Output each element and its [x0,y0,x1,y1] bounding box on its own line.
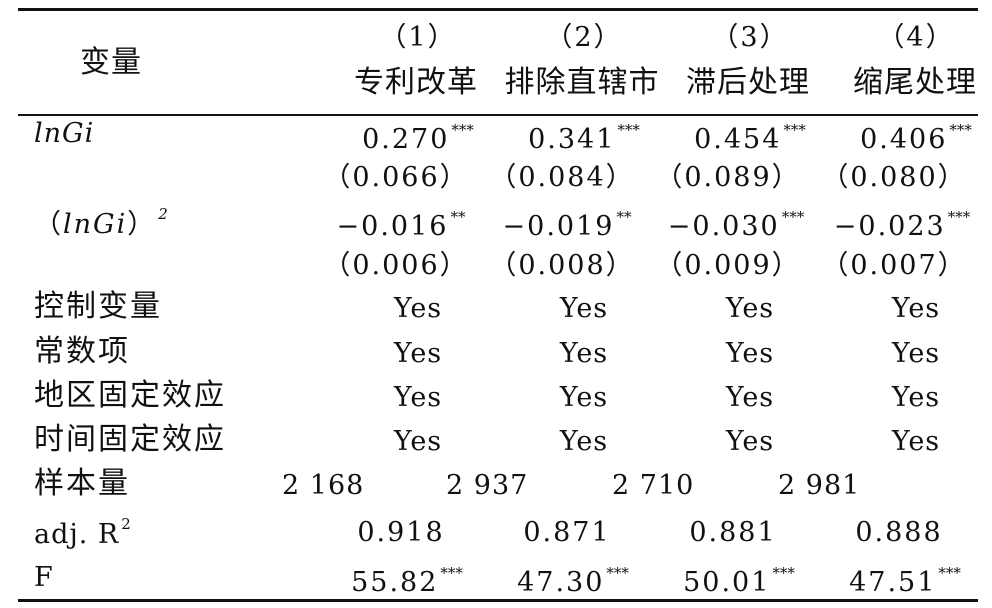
header-rule [18,114,978,116]
constant-2: Yes [559,338,609,369]
se-lngi-2: （0.084） [489,162,635,193]
region-fe-2: Yes [559,382,609,413]
controls-3: Yes [725,293,775,324]
sample-1: 2 168 [282,470,365,501]
coef-lngi-3: 0.454 *** [694,121,806,155]
row-label-lngi: lnGi [34,118,95,149]
se-lngi-squared-1: （0.006） [323,250,469,281]
region-fe-3: Yes [725,382,775,413]
adj-r2-4: 0.888 [855,517,943,548]
f-stat-1: 55.82 *** [351,564,463,598]
f-stat-2: 47.30 *** [517,564,629,598]
coef-lngi-squared-4: −0.023 *** [833,208,971,242]
time-fe-1: Yes [393,426,443,457]
bottom-rule [18,599,978,602]
controls-1: Yes [393,293,443,324]
column-number-4: （4） [877,22,955,53]
f-stat-4: 47.51 *** [849,564,961,598]
adj-r2-3: 0.881 [689,517,777,548]
region-fe-1: Yes [393,382,443,413]
sample-3: 2 710 [612,470,695,501]
column-label-4: 缩尾处理 [853,65,977,100]
coef-lngi-squared-2: −0.019 ** [502,208,632,242]
time-fe-3: Yes [725,426,775,457]
column-label-2: 排除直辖市 [504,65,660,100]
column-number-1: （1） [379,22,457,53]
top-rule [18,8,978,11]
sample-4: 2 981 [778,470,861,501]
column-number-3: （3） [711,22,789,53]
constant-1: Yes [393,338,443,369]
f-stat-3: 50.01 *** [683,564,795,598]
row-label-controls: 控制变量 [34,289,162,324]
column-label-3: 滞后处理 [686,65,810,100]
se-lngi-squared-4: （0.007） [821,250,967,281]
coef-lngi-1: 0.270 *** [362,121,474,155]
row-label-constant: 常数项 [34,334,130,369]
column-label-1: 专利改革 [354,65,478,100]
row-label-f: F [34,562,55,593]
region-fe-4: Yes [891,382,941,413]
column-number-2: （2） [545,22,623,53]
row-label-lngi-squared: （lnGi） 2 [34,205,170,240]
se-lngi-1: （0.066） [323,162,469,193]
time-fe-4: Yes [891,426,941,457]
regression-table: 变量 （1） （2） （3） （4） 专利改革 排除直辖市 滞后处理 缩尾处理 … [18,0,978,608]
row-label-time-fe: 时间固定效应 [34,422,226,457]
constant-4: Yes [891,338,941,369]
se-lngi-squared-3: （0.009） [655,250,801,281]
controls-2: Yes [559,293,609,324]
coef-lngi-squared-3: −0.030 *** [667,208,805,242]
coef-lngi-squared-1: −0.016 ** [336,208,466,242]
time-fe-2: Yes [559,426,609,457]
coef-lngi-2: 0.341 *** [528,121,640,155]
variable-header: 变量 [80,45,142,80]
constant-3: Yes [725,338,775,369]
se-lngi-4: （0.080） [821,162,967,193]
se-lngi-3: （0.089） [655,162,801,193]
se-lngi-squared-2: （0.008） [489,250,635,281]
sample-2: 2 937 [446,470,529,501]
row-label-sample: 样本量 [34,466,130,501]
adj-r2-1: 0.918 [357,517,445,548]
coef-lngi-4: 0.406 *** [860,121,972,155]
controls-4: Yes [891,293,941,324]
adj-r2-2: 0.871 [523,517,611,548]
row-label-region-fe: 地区固定效应 [34,378,226,413]
